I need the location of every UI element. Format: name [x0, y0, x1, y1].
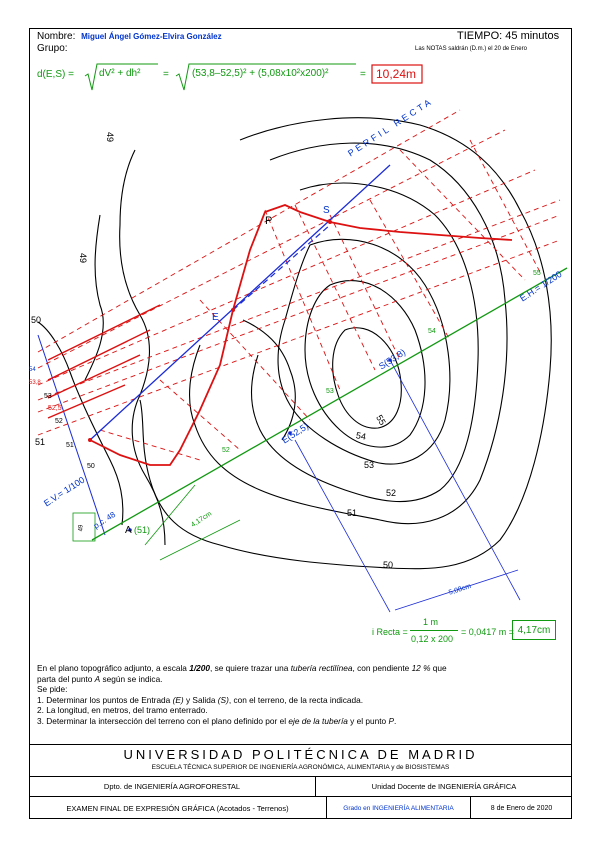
department-cell: Dpto. de INGENIERÍA AGROFORESTAL [103, 782, 241, 791]
contour-54 [304, 280, 426, 448]
school-name: ESCUELA TÉCNICA SUPERIOR DE INGENIERÍA A… [151, 764, 450, 771]
contour-label: 50 [31, 315, 42, 325]
contour-label: 49 [105, 131, 116, 143]
scale-tick-label: 51 [66, 442, 74, 449]
pipe-axis [37, 164, 521, 613]
point-a-label: A [125, 525, 132, 536]
contour-label: 54 [355, 430, 367, 442]
irecta-result: 4,17cm [512, 620, 556, 640]
problem-statement: En el plano topográfico adjunto, a escal… [37, 663, 567, 726]
statement-line-2: parta del punto A según se indica. [37, 673, 163, 684]
contour-dip [242, 319, 296, 441]
contour-49-upper [84, 214, 104, 381]
contour-label: 49 [78, 252, 89, 264]
irecta-num: 1 m [423, 617, 439, 627]
scale-tick-label: 49 [78, 524, 85, 532]
irecta-lhs: i Recta = [372, 627, 408, 637]
formula-values: (53,8–52,5)² + (5,08x10²x200)² [192, 68, 329, 79]
projection-lines [37, 109, 561, 461]
contour-55 [332, 327, 402, 429]
contour-label: 51 [35, 437, 46, 447]
formula-eq2: = [360, 69, 366, 80]
contour-53 [277, 238, 451, 465]
contour-50-left [37, 321, 124, 526]
plan-tick-label: 55 [533, 270, 541, 277]
formula-eq: = [163, 69, 169, 80]
irecta-den: 0,12 x 200 [411, 634, 454, 644]
contour-51 [189, 142, 508, 525]
scale-tick-label: 53 [44, 393, 52, 400]
statement-item-3: 3. Determinar la intersección del terren… [37, 715, 397, 726]
topographic-drawing [37, 109, 568, 613]
formula-radicals [84, 63, 423, 91]
footer-dept-row: Dpto. de INGENIERÍA AGROFORESTAL Unidad … [29, 776, 572, 796]
contour-49-left [119, 149, 166, 546]
contour-label: 50 [383, 560, 394, 570]
contour-label: 53 [364, 460, 375, 470]
statement-line-1: En el plano topográfico adjunto, a escal… [37, 663, 447, 673]
statement-line-3: Se pide: [37, 684, 68, 694]
notas-label: Las NOTAS saldrán (D.m.) el 20 de Enero [415, 46, 527, 52]
contour-label: 51 [347, 508, 358, 518]
axis-markers [128, 358, 392, 532]
grupo-label: Grupo: [37, 43, 68, 54]
point-s-label: S [323, 205, 330, 216]
scale-tick-label: 53,8 [29, 380, 41, 386]
tiempo-label: TIEMPO: 45 minutos [457, 30, 560, 42]
grado-cell: Grado en INGENIERÍA ALIMENTARIA [326, 797, 470, 819]
unit-cell: Unidad Docente de INGENIERÍA GRÁFICA [315, 777, 572, 796]
irecta-eq: = 0,0417 m = [461, 627, 515, 637]
scale-tick-label: 52 [55, 418, 63, 425]
formula-result: 10,24m [376, 67, 417, 81]
terrain-profile [47, 204, 513, 466]
nombre-label: Nombre: [37, 31, 76, 42]
point-p-label: P [265, 215, 273, 227]
point-e-label: E [212, 312, 219, 323]
date-cell: 8 de Enero de 2020 [470, 797, 572, 819]
nombre-row: Nombre: Miguel Ángel Gómez-Elvira Gonzál… [37, 31, 222, 42]
scale-tick-label: 50 [87, 463, 95, 470]
irecta-fraction-bar [410, 630, 458, 631]
profile-markers [88, 220, 332, 442]
contour-lines [37, 117, 552, 570]
footer-university-row: UNIVERSIDAD POLITÉCNICA DE MADRID ESCUEL… [29, 744, 572, 776]
point-a-height: (51) [134, 525, 151, 535]
scale-tick-label: 54 [29, 367, 36, 373]
sheet-frame [29, 28, 572, 819]
scale-tick-label: 52,5 [48, 405, 62, 412]
plan-tick-label: 53 [326, 388, 334, 395]
statement-item-1: 1. Determinar los puntos de Entrada (E) … [37, 694, 364, 705]
nombre-value: Miguel Ángel Gómez-Elvira González [81, 32, 222, 41]
footer-exam-row: EXAMEN FINAL DE EXPRESIÓN GRÁFICA (Acota… [29, 796, 572, 819]
formula-mid: dV² + dh² [99, 68, 141, 79]
contour-52 [251, 182, 479, 503]
plan-line [72, 267, 568, 561]
university-name: UNIVERSIDAD POLITÉCNICA DE MADRID [123, 747, 478, 762]
plan-tick-label: 54 [428, 328, 436, 335]
exam-cell: EXAMEN FINAL DE EXPRESIÓN GRÁFICA (Acota… [66, 803, 289, 813]
formula-lhs: d(E,S) = [37, 69, 74, 80]
statement-item-2: 2. La longitud, en metros, del tramo ent… [37, 705, 208, 715]
contour-50-outer [139, 117, 552, 570]
plan-tick-label: 52 [222, 447, 230, 454]
contour-label: 52 [386, 488, 397, 498]
